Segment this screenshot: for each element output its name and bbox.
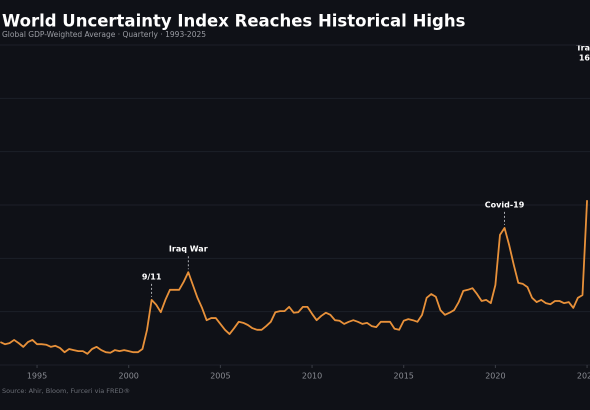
annotation: Iraq War <box>169 245 208 254</box>
x-tick-label: 2010 <box>302 372 322 381</box>
chart-subtitle: Global GDP-Weighted Average · Quarterly … <box>2 30 206 39</box>
x-tick-label: 2000 <box>119 372 139 381</box>
x-tick-label: 1995 <box>27 372 47 381</box>
line <box>0 200 588 355</box>
x-tick-label: 2025 <box>577 372 590 381</box>
edge-annotation: Tra <box>576 44 590 53</box>
x-tick-label: 2015 <box>394 372 414 381</box>
source: Source: Ahir, Bloom, Furceri via FRED® <box>2 387 130 395</box>
edge-annotation-value: 16 <box>579 54 590 63</box>
chart-title: World Uncertainty Index Reaches Historic… <box>2 12 466 31</box>
x-tick-label: 2005 <box>210 372 230 381</box>
annotation: 9/11 <box>142 272 162 281</box>
x-tick-label: 2020 <box>485 372 505 381</box>
annotation: Covid-19 <box>485 200 525 209</box>
